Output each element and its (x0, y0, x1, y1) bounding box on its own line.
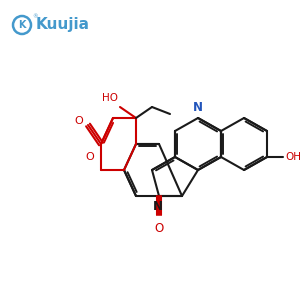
Text: O: O (85, 152, 94, 162)
Text: OH: OH (285, 152, 300, 162)
Text: O: O (74, 116, 83, 126)
Text: N: N (153, 200, 163, 213)
Text: O: O (154, 222, 164, 235)
Text: K: K (18, 20, 26, 30)
Text: HO: HO (102, 93, 118, 103)
Text: Kuujia: Kuujia (36, 17, 90, 32)
Text: ®: ® (32, 14, 38, 20)
Text: N: N (193, 101, 203, 114)
